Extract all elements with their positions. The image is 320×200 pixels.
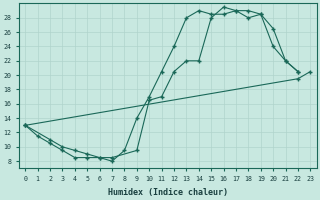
X-axis label: Humidex (Indice chaleur): Humidex (Indice chaleur) xyxy=(108,188,228,197)
